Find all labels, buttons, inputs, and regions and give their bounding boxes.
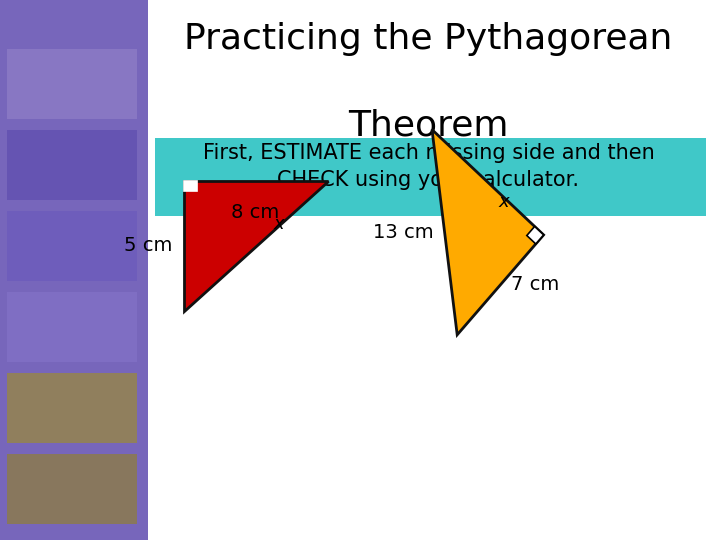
Polygon shape (184, 181, 328, 310)
Bar (7, 292, 137, 362)
FancyBboxPatch shape (155, 138, 706, 216)
Text: x: x (498, 193, 509, 211)
Bar (184, 181, 197, 191)
Bar (7, 49, 137, 119)
Text: First, ESTIMATE each missing side and then
CHECK using your calculator.: First, ESTIMATE each missing side and th… (202, 143, 654, 190)
Bar (7, 373, 137, 443)
Text: 5 cm: 5 cm (125, 236, 173, 255)
Text: x: x (274, 215, 284, 233)
Text: 7 cm: 7 cm (511, 275, 559, 294)
Text: Practicing the Pythagorean: Practicing the Pythagorean (184, 22, 672, 56)
Text: 8 cm: 8 cm (231, 202, 280, 221)
Bar (7, 454, 137, 524)
Bar (0, 0, 148, 540)
Bar (7, 130, 137, 200)
Text: Theorem: Theorem (348, 108, 508, 142)
Polygon shape (527, 226, 544, 244)
Text: 13 cm: 13 cm (373, 222, 433, 242)
Polygon shape (432, 130, 544, 335)
Bar (7, 211, 137, 281)
